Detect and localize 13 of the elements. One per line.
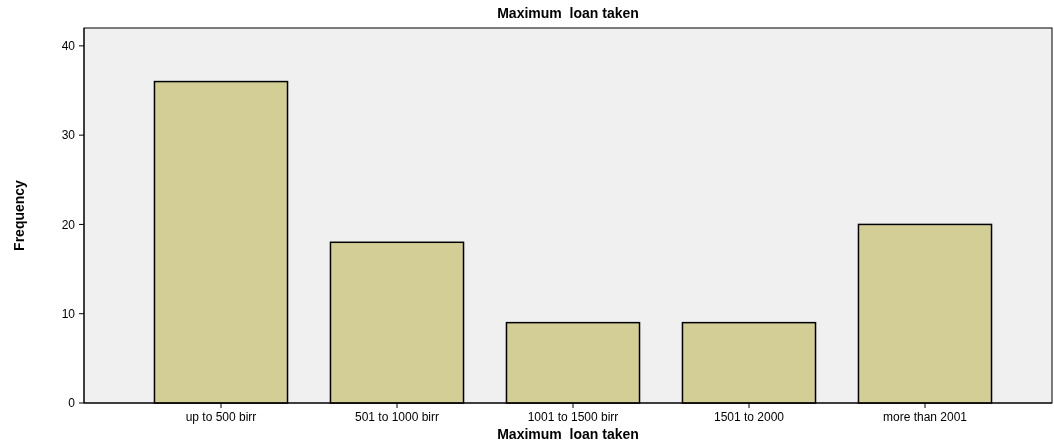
y-tick-label: 0 <box>68 396 76 411</box>
x-tick-label: more than 2001 <box>882 410 968 424</box>
y-tick-label: 20 <box>61 217 76 232</box>
y-tick-label: 10 <box>61 306 76 321</box>
chart-title: Maximum loan taken <box>497 5 639 21</box>
x-axis-title: Maximum loan taken <box>497 426 639 442</box>
y-tick-label: 40 <box>61 39 76 54</box>
x-tick-label: up to 500 birr <box>185 410 257 424</box>
y-axis-title: Frequency <box>11 179 27 251</box>
x-tick-label: 1001 to 1500 birr <box>527 410 619 424</box>
x-tick-label: 501 to 1000 birr <box>354 410 440 424</box>
x-tick-label: 1501 to 2000 <box>713 410 785 424</box>
y-tick-label: 30 <box>61 128 76 143</box>
